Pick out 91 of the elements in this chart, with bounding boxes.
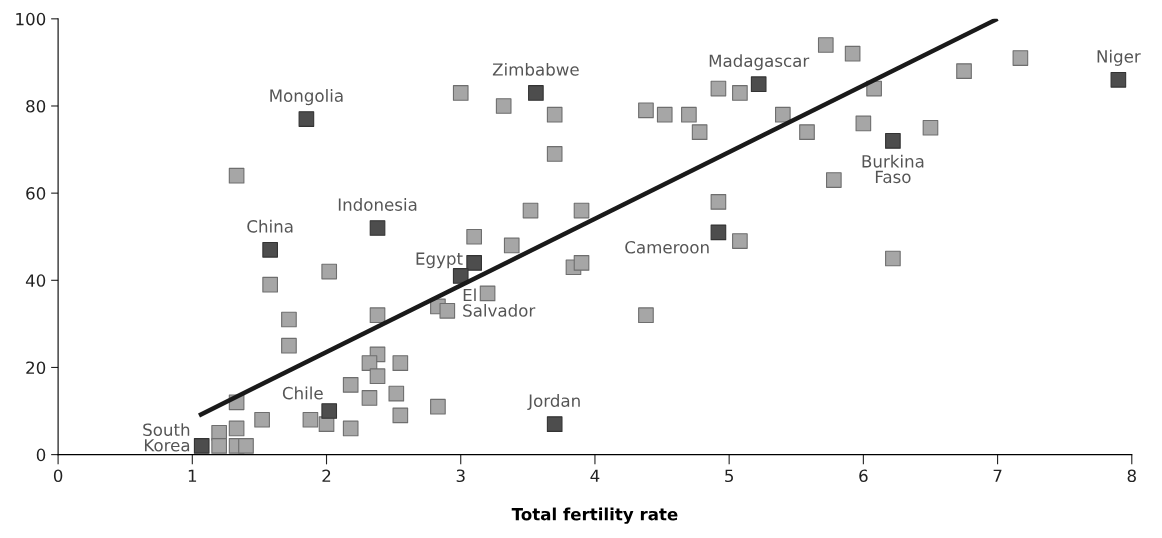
point — [361, 390, 378, 406]
point — [281, 337, 297, 354]
annotation: Mongolia — [270, 89, 343, 106]
annotation: Jordan — [527, 394, 580, 411]
point — [262, 241, 278, 258]
point — [885, 250, 901, 267]
point — [479, 285, 496, 302]
point — [211, 438, 227, 454]
y-tick-label: 20 — [26, 361, 46, 375]
point — [710, 224, 727, 241]
annotation: El Salvador — [463, 288, 536, 317]
point — [439, 302, 456, 319]
point — [254, 411, 270, 428]
x-tick-label: 5 — [725, 469, 733, 483]
point — [844, 45, 861, 62]
point — [885, 133, 901, 149]
annotation: Madagascar — [709, 54, 810, 71]
point — [369, 368, 386, 385]
point — [638, 307, 654, 323]
x-tick-label: 4 — [590, 469, 600, 482]
point — [799, 124, 815, 140]
annotation: China — [247, 219, 293, 233]
point — [503, 237, 520, 254]
point — [321, 403, 338, 419]
point — [922, 119, 939, 136]
point — [710, 194, 727, 210]
point — [732, 233, 748, 249]
point — [638, 102, 654, 119]
y-tick-label: 40 — [25, 274, 46, 287]
annotation: Egypt — [416, 252, 463, 269]
point — [691, 124, 708, 140]
point — [430, 398, 446, 415]
y-tick-label: 80 — [26, 99, 46, 113]
point — [392, 355, 409, 371]
point — [452, 268, 469, 284]
annotation: Cameroon — [625, 240, 709, 254]
point — [392, 407, 409, 424]
x-tick-label: 1 — [188, 469, 197, 482]
point — [495, 98, 512, 114]
point — [302, 411, 319, 428]
point — [281, 311, 297, 328]
x-tick-label: 0 — [53, 469, 63, 483]
point — [855, 115, 872, 132]
point — [466, 228, 482, 245]
point — [528, 85, 544, 101]
annotation: South Korea — [143, 423, 190, 452]
point — [522, 202, 539, 219]
point — [1012, 50, 1029, 66]
x-tick-label: 3 — [456, 469, 465, 483]
point — [573, 202, 590, 219]
point — [342, 420, 359, 437]
point — [452, 85, 469, 101]
point — [817, 37, 834, 53]
point — [750, 76, 767, 93]
x-tick-label: 8 — [1127, 469, 1136, 483]
point — [193, 438, 210, 454]
point — [262, 276, 278, 293]
point — [342, 377, 359, 393]
point — [298, 111, 315, 127]
y-tick-label: 100 — [16, 12, 46, 26]
point — [388, 385, 405, 402]
point — [681, 106, 697, 123]
point — [775, 106, 791, 123]
point — [228, 420, 245, 437]
point — [238, 438, 254, 454]
annotation: Niger — [1097, 49, 1141, 66]
point — [573, 255, 590, 271]
point — [656, 106, 673, 123]
y-tick-label: 0 — [36, 448, 46, 462]
point — [826, 172, 842, 188]
point — [732, 85, 748, 101]
point — [369, 307, 386, 323]
point — [546, 106, 563, 123]
point — [1110, 72, 1127, 88]
point — [228, 167, 245, 184]
annotation: Chile — [282, 386, 323, 400]
point — [466, 255, 482, 271]
x-axis-title: Total fertility rate — [511, 507, 678, 524]
point — [546, 146, 563, 162]
x-tick-label: 6 — [859, 469, 868, 483]
point — [956, 63, 972, 79]
x-tick-label: 7 — [993, 469, 1002, 482]
annotation: Burkina Faso — [862, 154, 924, 184]
point — [369, 220, 386, 236]
point — [546, 416, 563, 432]
annotation: Zimbabwe — [492, 62, 579, 76]
y-tick-label: 60 — [26, 187, 46, 200]
annotation: Indonesia — [338, 197, 417, 211]
x-tick-label: 2 — [322, 469, 331, 482]
point — [710, 80, 727, 97]
point — [321, 263, 338, 280]
